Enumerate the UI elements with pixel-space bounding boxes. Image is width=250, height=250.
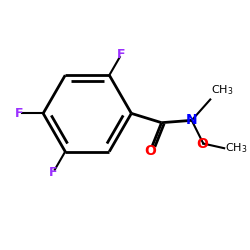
Text: CH$_3$: CH$_3$: [225, 141, 248, 155]
Text: CH$_3$: CH$_3$: [212, 83, 234, 97]
Text: F: F: [117, 48, 126, 60]
Text: O: O: [196, 136, 208, 150]
Text: F: F: [49, 166, 57, 179]
Text: N: N: [186, 113, 198, 127]
Text: F: F: [14, 107, 23, 120]
Text: O: O: [144, 144, 156, 158]
